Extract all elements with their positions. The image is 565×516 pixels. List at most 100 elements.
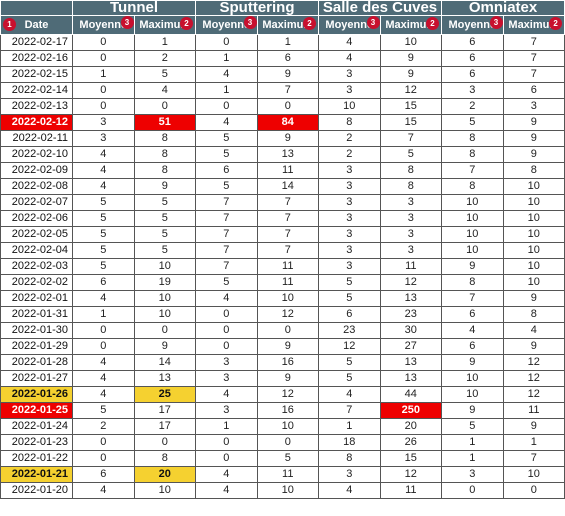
tunnel-moyenne-cell: 4 [72,370,135,387]
sputtering-moyenne-header[interactable]: Moyenne 3 [195,15,258,35]
salle-des-cuves-moyenne-cell: 2 [318,130,381,147]
sputtering-maximum-cell: 11 [256,258,320,275]
tunnel-maximum-cell: 19 [133,274,197,291]
table-row: 2022-01-25 5 17 3 16 7 250 9 11 [0,402,565,419]
sputtering-maximum-cell: 12 [256,386,320,403]
omniatex-maximum-cell: 8 [502,162,565,179]
salle-des-cuves-maximum-cell: 44 [379,386,443,403]
sputtering-maximum-header[interactable]: Maximum 2 [256,15,320,35]
tunnel-moyenne-cell: 6 [72,274,135,291]
date-column-header[interactable]: 1 Date [0,15,73,35]
sputtering-maximum-cell: 9 [256,370,320,387]
omniatex-maximum-cell: 9 [502,114,565,131]
maximum-header-label: Maximum [262,19,314,31]
omniatex-moyenne-header[interactable]: Moyenne 3 [441,15,504,35]
tunnel-maximum-cell: 5 [133,194,197,211]
salle-des-cuves-moyenne-cell: 5 [318,354,381,371]
salle-des-cuves-maximum-cell: 250 [379,402,443,419]
tunnel-maximum-cell: 14 [133,354,197,371]
sputtering-moyenne-cell: 0 [195,34,258,51]
omniatex-maximum-cell: 6 [502,82,565,99]
sputtering-moyenne-cell: 1 [195,50,258,67]
date-cell: 2022-02-16 [0,50,73,67]
salle-des-cuves-moyenne-header[interactable]: Moyenne 3 [318,15,381,35]
salle-des-cuves-moyenne-cell: 3 [318,226,381,243]
omniatex-moyenne-cell: 8 [441,130,504,147]
omniatex-moyenne-cell: 6 [441,66,504,83]
salle-des-cuves-moyenne-cell: 5 [318,370,381,387]
omniatex-moyenne-cell: 10 [441,194,504,211]
sputtering-moyenne-cell: 4 [195,114,258,131]
date-cell: 2022-02-10 [0,146,73,163]
sputtering-moyenne-cell: 4 [195,386,258,403]
tunnel-moyenne-cell: 5 [72,194,135,211]
sputtering-maximum-cell: 0 [256,322,320,339]
sputtering-maximum-cell: 7 [256,242,320,259]
salle-des-cuves-moyenne-cell: 18 [318,434,381,451]
sort-order-badge: 2 [426,17,440,30]
tunnel-maximum-cell: 0 [133,98,197,115]
tunnel-moyenne-cell: 4 [72,146,135,163]
sputtering-moyenne-cell: 0 [195,434,258,451]
salle-des-cuves-moyenne-cell: 4 [318,50,381,67]
sputtering-maximum-cell: 5 [256,450,320,467]
sputtering-moyenne-cell: 0 [195,322,258,339]
omniatex-maximum-cell: 9 [502,146,565,163]
tunnel-maximum-cell: 13 [133,370,197,387]
sputtering-maximum-cell: 9 [256,338,320,355]
column-header-row: 1 Date Moyenne 3 Maximum 2 Moyenne 3 Maximum 2 Moy… [0,15,565,35]
date-cell: 2022-02-05 [0,226,73,243]
tunnel-moyenne-cell: 0 [72,322,135,339]
tunnel-maximum-cell: 8 [133,146,197,163]
salle-des-cuves-moyenne-cell: 6 [318,306,381,323]
omniatex-moyenne-cell: 6 [441,34,504,51]
maximum-header-label: Maximum [508,19,560,31]
sputtering-moyenne-cell: 4 [195,466,258,483]
tunnel-moyenne-cell: 4 [72,482,135,499]
tunnel-maximum-cell: 5 [133,226,197,243]
salle-des-cuves-maximum-cell: 8 [379,162,443,179]
table-row: 2022-02-17 0 1 0 1 4 10 6 7 [0,34,565,51]
sputtering-moyenne-cell: 6 [195,162,258,179]
salle-des-cuves-maximum-header[interactable]: Maximum 2 [379,15,443,35]
group-header-omniatex: Omniatex [441,0,565,16]
group-header-row: Tunnel Sputtering Salle des Cuves Omniat… [0,0,565,16]
sputtering-moyenne-cell: 1 [195,418,258,435]
date-cell: 2022-02-15 [0,66,73,83]
tunnel-moyenne-cell: 5 [72,210,135,227]
omniatex-moyenne-cell: 7 [441,162,504,179]
omniatex-maximum-cell: 9 [502,130,565,147]
salle-des-cuves-moyenne-cell: 12 [318,338,381,355]
omniatex-maximum-cell: 10 [502,242,565,259]
group-header-salle-des-cuves: Salle des Cuves [318,0,443,16]
table-body: 2022-02-17 0 1 0 1 4 10 6 7 2022-02-16 0 2 1 6 4 9 6 7 202… [0,34,565,499]
tunnel-moyenne-cell: 4 [72,178,135,195]
salle-des-cuves-maximum-cell: 3 [379,226,443,243]
salle-des-cuves-moyenne-cell: 8 [318,114,381,131]
sputtering-moyenne-cell: 0 [195,306,258,323]
omniatex-moyenne-cell: 10 [441,386,504,403]
omniatex-maximum-cell: 8 [502,306,565,323]
salle-des-cuves-maximum-cell: 12 [379,466,443,483]
tunnel-moyenne-cell: 0 [72,98,135,115]
maximum-header-label: Maximum [139,19,191,31]
moyenne-header-label: Moyenne [79,19,128,31]
sputtering-moyenne-cell: 7 [195,226,258,243]
date-cell: 2022-02-04 [0,242,73,259]
table-row: 2022-01-31 1 10 0 12 6 23 6 8 [0,306,565,323]
omniatex-moyenne-cell: 2 [441,98,504,115]
salle-des-cuves-maximum-cell: 11 [379,482,443,499]
sputtering-moyenne-cell: 3 [195,354,258,371]
sputtering-maximum-cell: 7 [256,194,320,211]
salle-des-cuves-maximum-cell: 11 [379,258,443,275]
salle-des-cuves-moyenne-cell: 3 [318,194,381,211]
tunnel-moyenne-header[interactable]: Moyenne 3 [72,15,135,35]
table-row: 2022-02-15 1 5 4 9 3 9 6 7 [0,66,565,83]
sort-order-badge: 3 [366,16,380,29]
tunnel-maximum-cell: 10 [133,258,197,275]
tunnel-maximum-header[interactable]: Maximum 2 [133,15,197,35]
omniatex-maximum-cell: 12 [502,386,565,403]
sputtering-maximum-cell: 16 [256,354,320,371]
tunnel-maximum-cell: 2 [133,50,197,67]
omniatex-maximum-header[interactable]: Maximum 2 [502,15,565,35]
